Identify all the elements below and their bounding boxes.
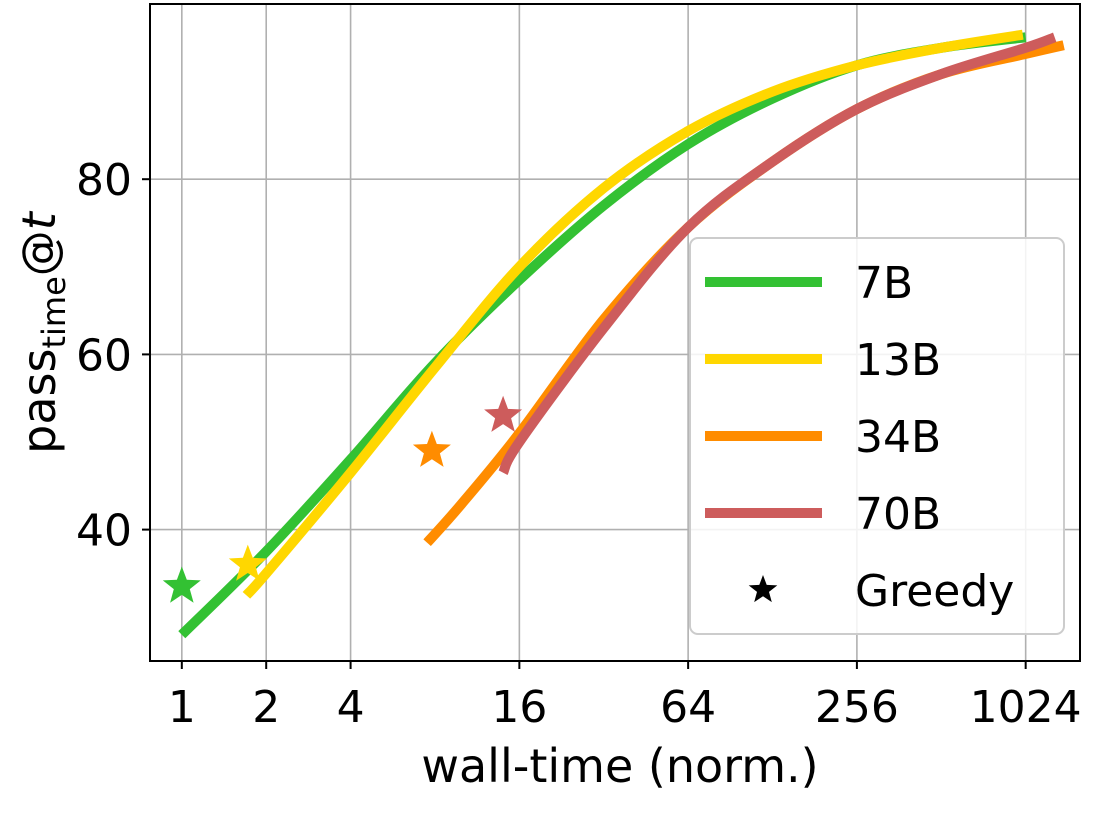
y-tick-label: 80: [76, 155, 132, 206]
series-lines: [178, 29, 1065, 639]
y-tick-label: 40: [76, 506, 132, 557]
y-axis-label-subscript: time: [35, 276, 73, 348]
greedy-marker-70b: [484, 395, 523, 432]
x-tick-label: 1: [168, 682, 196, 733]
x-axis-ticks: 1 2 4 16 64 256 1024: [168, 661, 1082, 733]
greedy-marker-13b: [228, 544, 267, 581]
x-tick-label: 2: [252, 682, 280, 733]
x-tick-label: 256: [815, 682, 899, 733]
x-tick-label: 16: [491, 682, 547, 733]
series-line-70b: [498, 32, 1057, 476]
x-axis-label: wall-time (norm.): [421, 739, 818, 793]
legend-label-70b: 70B: [855, 489, 941, 540]
legend-swatch-greedy: [748, 575, 778, 603]
svg-text:passtime@t: passtime@t: [12, 210, 73, 454]
legend-label-34b: 34B: [855, 412, 941, 463]
y-axis-label: passtime@t: [12, 210, 73, 454]
greedy-marker-7b: [162, 566, 201, 603]
legend-label-13b: 13B: [855, 335, 941, 386]
legend: 7B 13B 34B 70B Greedy: [689, 237, 1065, 635]
plot-frame: [149, 3, 1081, 662]
series-line-13b: [242, 29, 1024, 599]
legend-label-greedy: Greedy: [855, 566, 1014, 617]
y-axis-ticks: 40 60 80: [76, 155, 150, 557]
x-tick-label: 1024: [970, 682, 1082, 733]
x-tick-label: 4: [337, 682, 365, 733]
greedy-markers: [162, 395, 523, 603]
y-axis-label-suffix: @: [12, 230, 66, 276]
legend-label-7b: 7B: [855, 258, 913, 309]
y-tick-label: 60: [76, 330, 132, 381]
greedy-marker-34b: [412, 430, 451, 467]
y-axis-label-italic: t: [12, 210, 66, 230]
legend-frame: [689, 237, 1065, 635]
y-axis-label-base: pass: [12, 349, 66, 454]
x-tick-label: 64: [660, 682, 716, 733]
